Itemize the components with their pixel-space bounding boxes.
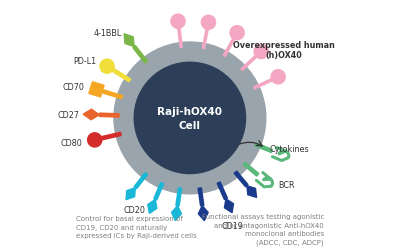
- Circle shape: [254, 45, 268, 59]
- Text: CD70: CD70: [63, 82, 84, 91]
- Polygon shape: [178, 29, 182, 49]
- Text: Raji-hOX40
Cell: Raji-hOX40 Cell: [157, 106, 222, 131]
- Polygon shape: [154, 183, 164, 200]
- Circle shape: [230, 26, 244, 41]
- Text: PD-L1: PD-L1: [73, 56, 96, 66]
- Polygon shape: [255, 143, 272, 153]
- Polygon shape: [202, 30, 208, 49]
- Polygon shape: [148, 200, 157, 213]
- Text: CD19: CD19: [222, 222, 244, 231]
- Polygon shape: [224, 199, 234, 213]
- Circle shape: [134, 63, 246, 174]
- Polygon shape: [83, 110, 99, 120]
- Polygon shape: [134, 173, 148, 189]
- Text: Control for basal expression of
CD19, CD20 and naturally
expressed ICs by Raji-d: Control for basal expression of CD19, CD…: [76, 215, 197, 238]
- Polygon shape: [172, 206, 181, 221]
- Polygon shape: [124, 35, 134, 47]
- Circle shape: [100, 60, 114, 74]
- Polygon shape: [254, 80, 272, 90]
- Circle shape: [201, 16, 216, 30]
- Text: CD20: CD20: [124, 205, 145, 214]
- Polygon shape: [243, 163, 259, 176]
- Circle shape: [271, 70, 285, 84]
- Polygon shape: [89, 82, 104, 98]
- Polygon shape: [103, 90, 123, 99]
- Polygon shape: [99, 114, 119, 118]
- Polygon shape: [234, 171, 248, 187]
- Circle shape: [114, 43, 266, 194]
- Circle shape: [88, 133, 102, 147]
- Polygon shape: [247, 186, 256, 198]
- Polygon shape: [176, 188, 182, 206]
- Polygon shape: [133, 46, 148, 64]
- Polygon shape: [101, 133, 121, 140]
- Text: CD27: CD27: [58, 110, 80, 119]
- Polygon shape: [241, 57, 256, 71]
- Polygon shape: [223, 40, 234, 57]
- Text: Cytokines: Cytokines: [270, 144, 309, 153]
- Text: Functional assays testing agonistic
and/or antagonistic Anti-hOX40
monoclonal an: Functional assays testing agonistic and/…: [202, 213, 324, 245]
- Text: CD80: CD80: [61, 138, 83, 147]
- Polygon shape: [126, 188, 135, 200]
- Text: Overexpressed human
(h)OX40: Overexpressed human (h)OX40: [232, 41, 334, 60]
- Polygon shape: [112, 69, 131, 82]
- Polygon shape: [198, 206, 208, 221]
- Circle shape: [171, 15, 185, 29]
- Polygon shape: [217, 182, 227, 200]
- Text: 4-1BBL: 4-1BBL: [93, 28, 122, 38]
- Text: BCR: BCR: [278, 180, 294, 189]
- Polygon shape: [198, 188, 204, 206]
